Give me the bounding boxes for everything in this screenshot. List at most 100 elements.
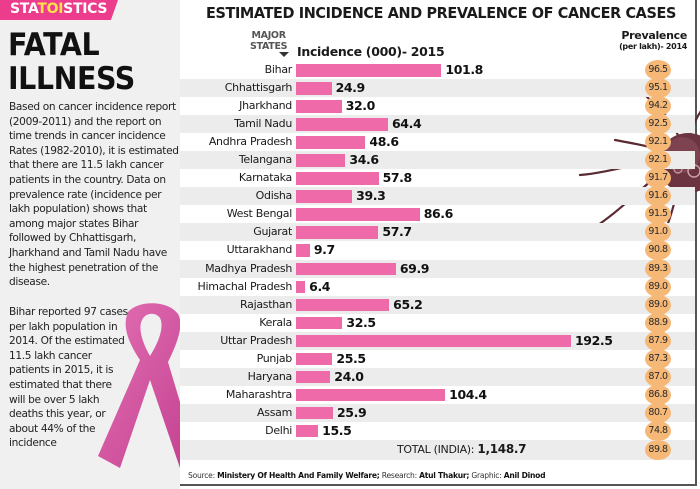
state-label: Rajasthan	[240, 297, 292, 311]
source-value: Ministery Of Health And Family Welfare;	[217, 471, 380, 480]
prevalence-value-badge: 91.6	[645, 186, 671, 207]
body-text-continued: Bihar reported 97 cases per lakh populat…	[9, 306, 128, 450]
state-label: Haryana	[247, 369, 293, 383]
chart-row: Bihar 101.8 96.5	[180, 60, 695, 80]
chart-row: Jharkhand 32.0 94.2	[180, 96, 695, 117]
incidence-bar	[296, 82, 332, 95]
incidence-bar	[296, 154, 346, 167]
prevalence-value-badge: 87.0	[645, 366, 671, 387]
prevalence-value-badge: 87.9	[645, 330, 671, 351]
chart-row: Punjab 25.5 87.3	[180, 348, 695, 369]
headline-line1: FATAL	[8, 27, 100, 63]
state-label: Telangana	[238, 153, 292, 167]
incidence-bar	[296, 316, 343, 330]
state-label: Gujarat	[253, 225, 292, 239]
chart-row: Uttar Pradesh 192.5 87.9	[180, 330, 695, 351]
prevalence-value-badge: 80.7	[645, 402, 671, 423]
headline-line2: ILLNESS	[8, 61, 135, 97]
state-label: Himachal Pradesh	[197, 279, 293, 293]
headline: FATAL ILLNESS	[8, 28, 135, 96]
state-label: Jharkhand	[239, 99, 292, 113]
prevalence-value-badge: 87.3	[645, 348, 671, 369]
incidence-bar	[296, 280, 306, 294]
total-prevalence-badge: 89.8	[645, 439, 671, 460]
prevalence-value-badge: 89.3	[645, 258, 671, 279]
incidence-bar	[296, 262, 396, 276]
incidence-bar	[296, 208, 420, 221]
incidence-value-label: 69.9	[399, 260, 430, 276]
state-label: Uttarakhand	[226, 243, 293, 257]
prevalence-value-badge: 89.0	[645, 276, 671, 297]
state-label: Andhra Pradesh	[208, 135, 292, 149]
incidence-value-label: 48.6	[369, 134, 399, 150]
chart-rows: Bihar 101.8 96.5 Chhattisgarh 24.9 95.1 Jharkh…	[180, 60, 695, 460]
prevalence-value-badge: 86.8	[645, 384, 671, 405]
chart-row: Haryana 24.0 87.0	[180, 366, 695, 387]
incidence-value-label: 6.4	[309, 278, 331, 294]
chart-row: Kerala 32.5 88.9	[180, 312, 695, 333]
prevalence-value-badge: 91.0	[645, 222, 671, 243]
incidence-value-label: 9.7	[313, 242, 335, 258]
research-label: Research:	[381, 471, 417, 480]
incidence-value-label: 32.5	[346, 314, 376, 330]
incidence-value-label: 57.8	[382, 170, 413, 186]
banner-pre: STA	[10, 1, 38, 17]
state-label: Delhi	[265, 423, 292, 437]
chart-row: Andhra Pradesh 48.6 92.1	[180, 132, 695, 153]
incidence-value-label: 57.7	[382, 224, 412, 240]
prevalence-value-badge: 74.8	[645, 420, 671, 441]
category-header-line1: MAJOR	[251, 30, 286, 41]
prevalence-sublabel: (per lakh)- 2014	[619, 42, 687, 51]
state-label: Kerala	[259, 315, 292, 329]
graphic-label: Graphic:	[471, 471, 502, 480]
incidence-bar	[296, 118, 388, 131]
incidence-value-label: 65.2	[393, 296, 423, 312]
state-label: Assam	[257, 405, 292, 419]
incidence-bar	[296, 424, 319, 438]
incidence-bar	[296, 334, 571, 348]
state-label: Punjab	[256, 351, 293, 365]
prevalence-label: Prevalence	[621, 29, 687, 42]
prevalence-value-badge: 92.1	[645, 132, 671, 153]
total-row: TOTAL (INDIA): 1,148.7 89.8	[180, 439, 695, 460]
incidence-bar	[296, 64, 442, 77]
chart-row: Uttarakhand 9.7 90.8	[180, 240, 695, 261]
prevalence-value-badge: 90.8	[645, 240, 671, 261]
incidence-value-label: 104.4	[449, 386, 487, 402]
incidence-value-label: 64.4	[392, 116, 422, 132]
incidence-bar	[296, 226, 379, 239]
statoistics-banner	[0, 0, 118, 20]
state-label: West Bengal	[226, 207, 293, 221]
source-credit: Source: Ministery Of Health And Family W…	[188, 471, 546, 480]
incidence-bar	[296, 298, 390, 312]
prevalence-header: Prevalence (per lakh)- 2014	[619, 29, 687, 51]
incidence-bar	[296, 388, 446, 402]
incidence-value-label: 25.5	[336, 350, 366, 366]
pink-ribbon-icon	[98, 303, 198, 468]
incidence-value-label: 24.0	[334, 368, 364, 384]
state-label: Maharashtra	[225, 387, 292, 401]
incidence-bar	[296, 172, 379, 185]
prevalence-value-badge: 91.5	[645, 204, 671, 225]
chart-row: Telangana 34.6 92.1	[180, 150, 695, 171]
incidence-value-label: 25.9	[337, 404, 367, 420]
incidence-axis-label: Incidence (000)- 2015	[297, 44, 445, 59]
banner-post: STICS	[63, 1, 108, 17]
chart-row: Gujarat 57.7 91.0	[180, 222, 695, 243]
state-label: Odisha	[255, 189, 293, 203]
incidence-bar	[296, 352, 333, 366]
total-incidence-value: 1,148.7	[477, 441, 527, 456]
prevalence-value-badge: 92.1	[645, 150, 671, 171]
prevalence-value-badge: 92.5	[645, 114, 671, 135]
incidence-value-label: 34.6	[349, 152, 379, 168]
state-label: Madhya Pradesh	[205, 261, 292, 275]
incidence-value-label: 101.8	[445, 62, 483, 77]
chart-row: Chhattisgarh 24.9 95.1	[180, 78, 695, 99]
state-label: Bihar	[264, 63, 293, 76]
incidence-value-label: 86.6	[423, 206, 454, 222]
prevalence-value-badge: 94.2	[645, 96, 671, 117]
chart-row: Odisha 39.3 91.6	[180, 186, 695, 207]
left-panel: STATOISTICS FATAL ILLNESS Based on cance…	[0, 0, 198, 489]
statoistics-logo: STATOISTICS	[10, 1, 107, 17]
chart-row: Delhi 15.5 74.8	[180, 420, 695, 441]
